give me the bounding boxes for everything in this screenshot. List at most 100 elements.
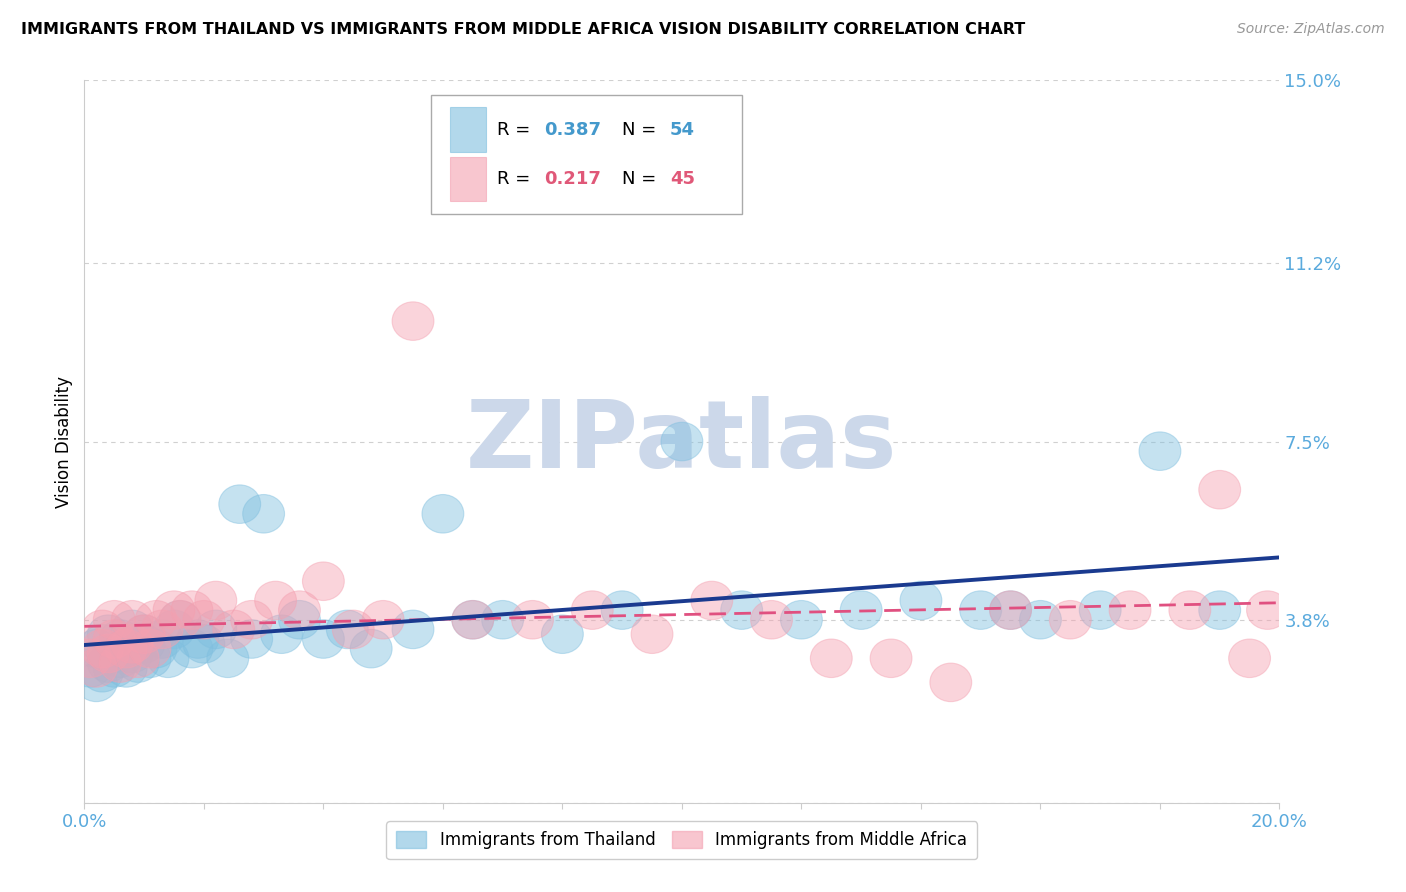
Ellipse shape (219, 485, 260, 524)
Ellipse shape (124, 615, 165, 654)
Text: N =: N = (623, 120, 662, 138)
Ellipse shape (93, 620, 135, 658)
Ellipse shape (231, 620, 273, 658)
Ellipse shape (363, 600, 404, 639)
Text: 0.217: 0.217 (544, 170, 602, 188)
Ellipse shape (1229, 639, 1271, 678)
Ellipse shape (76, 648, 117, 687)
Text: Source: ZipAtlas.com: Source: ZipAtlas.com (1237, 22, 1385, 37)
Text: R =: R = (496, 120, 536, 138)
Ellipse shape (195, 582, 236, 620)
Ellipse shape (93, 600, 135, 639)
Ellipse shape (302, 620, 344, 658)
Ellipse shape (990, 591, 1032, 630)
Ellipse shape (326, 610, 368, 648)
Ellipse shape (87, 634, 129, 673)
Ellipse shape (960, 591, 1001, 630)
Ellipse shape (153, 591, 195, 630)
Text: R =: R = (496, 170, 536, 188)
Ellipse shape (111, 634, 153, 673)
Ellipse shape (153, 610, 195, 648)
Ellipse shape (129, 639, 172, 678)
Ellipse shape (82, 654, 124, 692)
Ellipse shape (350, 630, 392, 668)
Ellipse shape (100, 620, 141, 658)
Ellipse shape (254, 582, 297, 620)
Ellipse shape (1139, 432, 1181, 470)
Ellipse shape (690, 582, 733, 620)
FancyBboxPatch shape (432, 95, 742, 214)
Ellipse shape (172, 630, 212, 668)
Ellipse shape (1049, 600, 1091, 639)
Ellipse shape (76, 630, 117, 668)
Ellipse shape (392, 610, 434, 648)
Ellipse shape (900, 582, 942, 620)
Ellipse shape (1168, 591, 1211, 630)
Ellipse shape (231, 600, 273, 639)
Ellipse shape (117, 644, 159, 682)
Ellipse shape (1199, 591, 1240, 630)
Ellipse shape (124, 615, 165, 654)
Ellipse shape (148, 639, 188, 678)
Text: 54: 54 (671, 120, 695, 138)
Ellipse shape (929, 663, 972, 702)
Ellipse shape (111, 610, 153, 648)
Ellipse shape (482, 600, 523, 639)
Ellipse shape (207, 639, 249, 678)
Ellipse shape (124, 624, 165, 663)
Ellipse shape (183, 624, 225, 663)
Ellipse shape (172, 591, 212, 630)
Ellipse shape (1247, 591, 1288, 630)
Ellipse shape (260, 615, 302, 654)
Ellipse shape (76, 663, 117, 702)
Ellipse shape (93, 648, 135, 687)
Ellipse shape (278, 591, 321, 630)
Ellipse shape (141, 620, 183, 658)
Ellipse shape (111, 624, 153, 663)
Ellipse shape (451, 600, 494, 639)
Ellipse shape (135, 600, 177, 639)
Ellipse shape (661, 422, 703, 461)
Y-axis label: Vision Disability: Vision Disability (55, 376, 73, 508)
Ellipse shape (82, 630, 124, 668)
Ellipse shape (105, 648, 148, 687)
Ellipse shape (1109, 591, 1152, 630)
Ellipse shape (751, 600, 793, 639)
Ellipse shape (135, 630, 177, 668)
Ellipse shape (422, 494, 464, 533)
Ellipse shape (541, 615, 583, 654)
Text: ZIPatlas: ZIPatlas (467, 395, 897, 488)
Ellipse shape (117, 639, 159, 678)
Ellipse shape (278, 600, 321, 639)
Ellipse shape (87, 615, 129, 654)
Text: IMMIGRANTS FROM THAILAND VS IMMIGRANTS FROM MIDDLE AFRICA VISION DISABILITY CORR: IMMIGRANTS FROM THAILAND VS IMMIGRANTS F… (21, 22, 1025, 37)
Ellipse shape (721, 591, 762, 630)
Ellipse shape (810, 639, 852, 678)
Ellipse shape (159, 600, 201, 639)
Text: N =: N = (623, 170, 662, 188)
Ellipse shape (512, 600, 554, 639)
Ellipse shape (93, 634, 135, 673)
Legend: Immigrants from Thailand, Immigrants from Middle Africa: Immigrants from Thailand, Immigrants fro… (387, 822, 977, 860)
Ellipse shape (571, 591, 613, 630)
Ellipse shape (82, 624, 124, 663)
Ellipse shape (1019, 600, 1062, 639)
Ellipse shape (302, 562, 344, 600)
Text: 0.387: 0.387 (544, 120, 602, 138)
Ellipse shape (69, 639, 111, 678)
Ellipse shape (990, 591, 1032, 630)
Ellipse shape (82, 610, 124, 648)
FancyBboxPatch shape (450, 157, 486, 202)
FancyBboxPatch shape (450, 107, 486, 153)
Ellipse shape (69, 648, 111, 687)
Ellipse shape (87, 644, 129, 682)
Ellipse shape (602, 591, 643, 630)
Ellipse shape (451, 600, 494, 639)
Ellipse shape (105, 630, 148, 668)
Ellipse shape (212, 610, 254, 648)
Ellipse shape (129, 630, 172, 668)
Ellipse shape (1199, 470, 1240, 509)
Ellipse shape (141, 610, 183, 648)
Ellipse shape (841, 591, 882, 630)
Ellipse shape (159, 600, 201, 639)
